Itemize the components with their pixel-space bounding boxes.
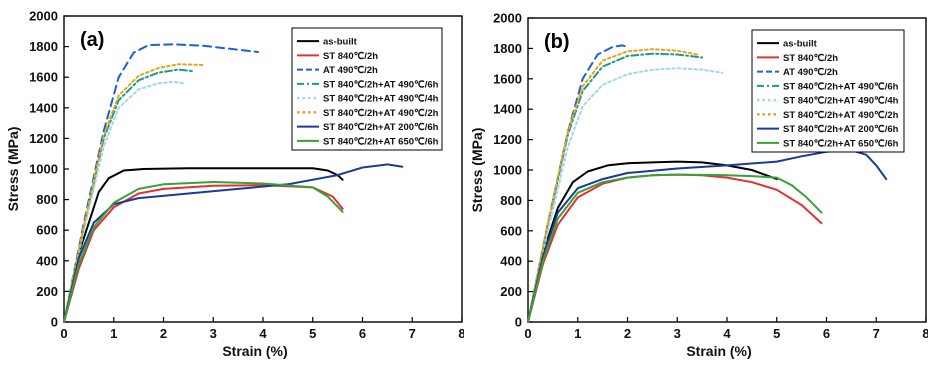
legend: as-built ST 840℃/2h AT 490℃/2h ST 840℃/2h+A…	[291, 27, 443, 151]
series-line-2	[63, 184, 344, 323]
series-line-5	[63, 80, 185, 323]
series-line-5	[527, 67, 723, 323]
y-tick-label: 2000	[29, 9, 58, 24]
legend-label: ST 840℃/2h+AT 650℃/6h	[783, 138, 899, 149]
legend-box	[751, 29, 905, 153]
y-tick-label: 0	[51, 315, 58, 330]
y-tick-label: 200	[36, 284, 58, 299]
panel-b-chart: 0 200 400 600 800 1000 1200 1400 1600 1800 2000 0 1 2…	[469, 11, 928, 360]
legend-label: ST 840℃/2h	[323, 51, 378, 62]
y-tick-label: 1000	[29, 162, 58, 177]
x-tick-label: 0	[60, 326, 67, 341]
y-tick-label: 800	[36, 192, 58, 207]
legend-label: as-built	[323, 37, 358, 48]
legend-label: AT 490℃/2h	[323, 65, 378, 76]
legend: as-built ST 840℃/2h AT 490℃/2h ST 840℃/2h+A…	[751, 29, 905, 153]
series-line-3	[527, 44, 629, 323]
x-tick-label: 1	[110, 326, 117, 341]
legend-label: ST 840℃/2h+AT 490℃/2h	[783, 110, 899, 121]
y-tick-label: 1600	[493, 71, 522, 86]
x-tick-label: 5	[773, 326, 780, 341]
panel-a-chart: 0 200 400 600 800 1000 1200 1400 1600 1800 2000 0 1 2…	[5, 9, 464, 360]
x-tick-label: 1	[574, 326, 581, 341]
series-line-7	[527, 149, 888, 323]
y-axis-title: Stress (MPa)	[469, 128, 485, 213]
y-tick-label: 600	[36, 223, 58, 238]
y-tick-label: 1400	[29, 100, 58, 115]
x-axis-title: Strain (%)	[222, 343, 287, 359]
x-tick-label: 6	[823, 326, 830, 341]
x-tick-label: 3	[674, 326, 681, 341]
legend-label: ST 840℃/2h+AT 490℃/2h	[323, 108, 439, 119]
legend-label: ST 840℃/2h+AT 200℃/6h	[783, 124, 899, 135]
series-line-4	[527, 52, 704, 323]
x-tick-label: 2	[160, 326, 167, 341]
legend-label: AT 490℃/2h	[783, 67, 838, 78]
legend-box	[291, 27, 443, 151]
panel-label: (b)	[544, 31, 570, 53]
y-axis-title: Stress (MPa)	[5, 127, 21, 212]
legend-label: ST 840℃/2h+AT 490℃/6h	[323, 79, 439, 90]
y-tick-label: 400	[500, 254, 522, 269]
y-tick-label: 0	[515, 315, 522, 330]
y-tick-label: 400	[36, 253, 58, 268]
series-line-6	[527, 48, 699, 323]
x-tick-label: 8	[458, 326, 464, 341]
x-tick-label: 5	[309, 326, 316, 341]
series-line-7	[63, 163, 404, 323]
y-tick-label: 1400	[493, 102, 522, 117]
x-tick-label: 2	[624, 326, 631, 341]
y-tick-label: 200	[500, 284, 522, 299]
series-line-8	[63, 181, 344, 323]
x-tick-label: 6	[359, 326, 366, 341]
x-tick-label: 3	[210, 326, 217, 341]
x-tick-label: 4	[259, 326, 267, 341]
series-line-6	[63, 63, 205, 323]
legend-label: ST 840℃/2h+AT 490℃/6h	[783, 81, 899, 92]
y-tick-label: 1800	[29, 39, 58, 54]
legend-label: as-built	[783, 39, 818, 50]
x-tick-label: 8	[922, 326, 928, 341]
x-tick-label: 4	[723, 326, 731, 341]
y-tick-label: 1200	[493, 132, 522, 147]
x-tick-label: 7	[409, 326, 416, 341]
y-tick-label: 600	[500, 223, 522, 238]
legend-label: ST 840℃/2h+AT 490℃/4h	[323, 94, 439, 105]
series-line-8	[527, 173, 823, 323]
legend-label: ST 840℃/2h+AT 650℃/6h	[323, 136, 439, 147]
y-tick-label: 1200	[29, 131, 58, 146]
series-line-1	[527, 160, 778, 323]
legend-label: ST 840℃/2h+AT 490℃/4h	[783, 96, 899, 107]
legend-label: ST 840℃/2h+AT 200℃/6h	[323, 122, 439, 133]
y-tick-label: 2000	[493, 11, 522, 26]
x-tick-label: 0	[524, 326, 531, 341]
x-tick-label: 7	[873, 326, 880, 341]
y-tick-label: 1800	[493, 41, 522, 56]
series-line-1	[63, 167, 344, 323]
y-tick-label: 1600	[29, 70, 58, 85]
x-axis-title: Strain (%)	[686, 343, 751, 359]
panel-label: (a)	[80, 29, 104, 51]
y-tick-label: 1000	[493, 163, 522, 178]
y-tick-label: 800	[500, 193, 522, 208]
legend-label: ST 840℃/2h	[783, 53, 838, 64]
